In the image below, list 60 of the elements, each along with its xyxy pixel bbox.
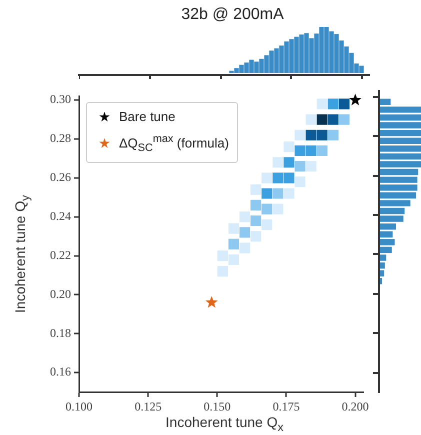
point	[349, 94, 362, 106]
legend-label: Bare tune	[119, 108, 176, 126]
point	[316, 98, 328, 110]
point	[250, 200, 262, 210]
y-tick-label: 0.30	[50, 92, 71, 106]
point	[306, 160, 316, 172]
point	[316, 114, 328, 125]
point	[239, 242, 250, 254]
point	[262, 188, 272, 199]
y-tick-label: 0.24	[50, 209, 71, 224]
point	[250, 184, 262, 195]
point	[272, 157, 284, 168]
point	[205, 296, 218, 308]
point	[284, 172, 294, 184]
point	[328, 130, 338, 140]
x-tick-label: 0.200	[342, 399, 369, 414]
point	[272, 204, 284, 214]
point	[306, 114, 316, 125]
point	[228, 223, 240, 234]
point	[294, 160, 306, 172]
point	[262, 219, 272, 230]
point	[239, 212, 250, 222]
point	[272, 172, 284, 184]
point	[250, 231, 262, 242]
point	[272, 188, 284, 199]
point	[338, 98, 350, 110]
y-tick-label: 0.16	[50, 364, 71, 379]
x-tick-label: 0.125	[134, 399, 162, 414]
y-tick-label: 0.18	[50, 326, 71, 340]
point	[294, 176, 306, 188]
point	[294, 145, 306, 156]
point	[262, 172, 272, 184]
y-tick-label: 0.22	[50, 248, 71, 262]
point	[284, 141, 294, 152]
point	[316, 130, 328, 140]
point	[284, 188, 294, 199]
point	[239, 227, 250, 238]
x-axis-title: Incoherent tune Q$_{x}$	[164, 414, 284, 434]
point	[306, 130, 316, 140]
point	[316, 145, 328, 156]
point	[284, 157, 294, 168]
point	[262, 204, 272, 214]
point	[217, 266, 228, 277]
y-tick-label: 0.26	[50, 170, 71, 184]
point	[328, 98, 338, 110]
point	[250, 215, 262, 226]
x-tick-label: 0.100	[66, 399, 92, 414]
y-tick-label: 0.28	[50, 131, 71, 146]
point	[228, 254, 240, 265]
legend-label: ΔQ$_{SC}$$^{max}$ (formula)	[119, 132, 229, 156]
y-tick-label: 0.20	[50, 286, 71, 301]
point	[306, 145, 316, 156]
point	[338, 114, 350, 125]
point	[294, 130, 306, 140]
point	[228, 238, 240, 250]
point	[328, 114, 338, 125]
chart-title: 32b @ 200mA	[180, 6, 285, 24]
x-tick-label: 0.175	[272, 399, 300, 414]
point	[217, 250, 228, 262]
x-tick-label: 0.150	[204, 399, 231, 414]
